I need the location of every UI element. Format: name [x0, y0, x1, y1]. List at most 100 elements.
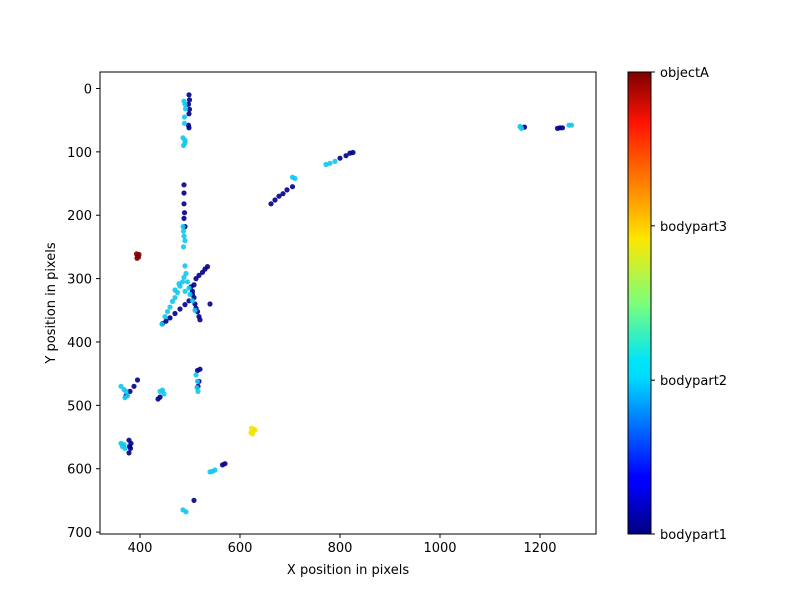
data-point — [180, 228, 187, 234]
data-point — [161, 391, 167, 397]
data-point — [207, 301, 213, 307]
data-point — [289, 184, 296, 190]
data-point — [332, 158, 338, 164]
x-tick-label: 800 — [328, 541, 353, 556]
data-point — [121, 442, 127, 448]
data-point — [164, 309, 171, 315]
x-tick-label: 600 — [228, 541, 253, 556]
data-point — [181, 190, 187, 196]
data-point — [127, 388, 133, 394]
data-point — [134, 377, 141, 383]
colorbar — [627, 71, 652, 535]
data-point — [181, 182, 187, 188]
data-point — [280, 191, 286, 197]
data-point — [182, 263, 188, 269]
data-point — [323, 161, 329, 168]
data-point — [559, 125, 566, 131]
data-point — [177, 306, 183, 312]
data-point — [131, 383, 137, 389]
colorbar-ticks: bodypart1 bodypart2 bodypart3 objectA — [651, 66, 727, 543]
data-point — [194, 378, 201, 384]
y-tick-label: 100 — [67, 146, 92, 161]
x-tick-label: 400 — [128, 541, 153, 556]
y-tick-label: 200 — [67, 209, 92, 224]
data-point — [182, 238, 188, 244]
data-point — [181, 201, 187, 207]
data-point — [172, 295, 178, 301]
colorbar-tick-label: bodypart3 — [660, 220, 727, 235]
data-point — [191, 497, 197, 503]
y-axis-ticks: 0 100 200 300 400 500 600 700 — [67, 82, 100, 541]
y-tick-label: 700 — [67, 526, 92, 541]
data-point — [186, 97, 193, 103]
data-point — [172, 310, 178, 317]
data-point — [167, 304, 173, 310]
data-point — [187, 291, 193, 297]
data-point — [181, 114, 188, 120]
data-point — [181, 274, 187, 280]
plot-frame — [99, 71, 597, 535]
data-point — [172, 287, 178, 293]
colorbar-tick-label: bodypart1 — [660, 528, 727, 543]
data-point — [167, 315, 173, 321]
data-points — [118, 92, 575, 515]
data-point — [186, 125, 192, 131]
x-axis-label: X position in pixels — [287, 563, 409, 578]
y-axis-label: Y position in pixels — [44, 242, 59, 364]
data-point — [197, 317, 203, 323]
data-point — [193, 372, 199, 378]
series-bodypart3 — [248, 425, 258, 437]
data-point — [327, 160, 333, 166]
data-point — [197, 366, 203, 372]
data-point — [157, 394, 163, 400]
data-point — [184, 279, 191, 285]
data-point — [126, 450, 132, 456]
data-point — [195, 388, 201, 394]
data-point — [159, 321, 165, 327]
data-point — [268, 201, 274, 207]
data-point — [183, 509, 189, 515]
data-point — [186, 285, 192, 291]
colorbar-tick-label: bodypart2 — [660, 374, 727, 389]
y-tick-label: 600 — [67, 463, 92, 478]
y-tick-label: 0 — [84, 82, 92, 97]
data-point — [182, 101, 188, 107]
series-objectA — [133, 251, 142, 261]
data-point — [123, 388, 129, 394]
data-point — [276, 193, 282, 199]
data-point — [127, 445, 134, 451]
data-point — [181, 120, 188, 126]
data-point — [182, 302, 188, 308]
data-point — [196, 272, 202, 278]
data-point — [163, 318, 169, 324]
data-point — [186, 106, 193, 112]
x-tick-label: 1000 — [423, 541, 456, 556]
data-point — [284, 187, 290, 193]
data-point — [350, 149, 356, 156]
x-tick-label: 1200 — [523, 541, 556, 556]
data-point — [162, 314, 168, 320]
data-point — [292, 175, 298, 182]
series-bodypart2 — [118, 98, 575, 515]
y-tick-label: 300 — [67, 273, 92, 288]
data-point — [252, 427, 258, 433]
data-point — [249, 431, 256, 437]
data-point — [343, 153, 349, 159]
data-point — [169, 298, 176, 304]
data-point — [204, 264, 211, 270]
data-point — [186, 92, 192, 98]
x-axis-ticks: 400 600 800 1000 1200 — [128, 534, 557, 556]
series-bodypart1 — [123, 92, 566, 503]
data-point — [192, 307, 198, 313]
data-point — [176, 281, 182, 287]
data-point — [568, 122, 575, 128]
data-point — [181, 233, 187, 239]
data-point — [191, 282, 197, 288]
data-point — [212, 467, 218, 473]
data-point — [272, 197, 278, 203]
data-point — [182, 140, 188, 146]
data-point — [337, 155, 343, 161]
data-point — [181, 210, 188, 216]
data-point — [518, 125, 525, 131]
